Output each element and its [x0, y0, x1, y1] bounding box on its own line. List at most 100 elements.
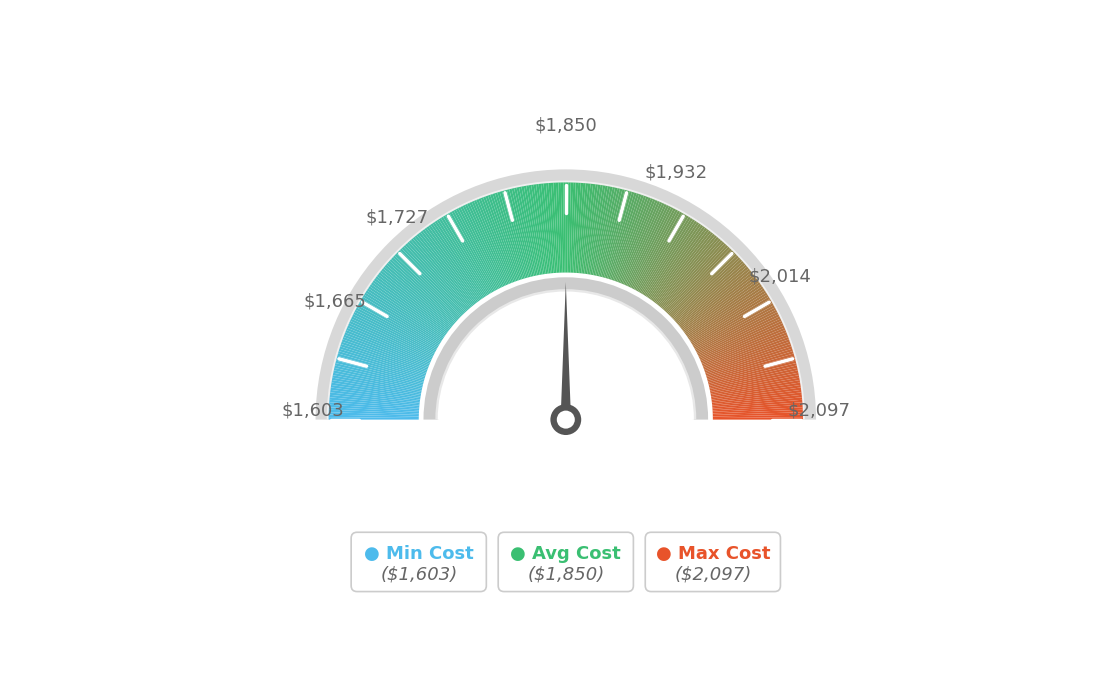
Wedge shape: [433, 222, 485, 298]
Wedge shape: [349, 321, 432, 359]
Wedge shape: [342, 337, 428, 370]
Wedge shape: [567, 182, 571, 273]
Wedge shape: [607, 192, 635, 279]
Wedge shape: [329, 405, 420, 412]
Wedge shape: [411, 239, 471, 308]
Wedge shape: [541, 184, 552, 273]
Wedge shape: [709, 363, 797, 386]
Wedge shape: [697, 312, 778, 354]
FancyBboxPatch shape: [351, 532, 487, 591]
Wedge shape: [601, 189, 625, 277]
Wedge shape: [654, 229, 709, 302]
Wedge shape: [362, 297, 440, 345]
Wedge shape: [393, 255, 459, 319]
Wedge shape: [488, 195, 519, 281]
Wedge shape: [571, 183, 575, 273]
Wedge shape: [359, 301, 438, 348]
Text: ● Min Cost: ● Min Cost: [364, 544, 474, 562]
Wedge shape: [330, 390, 420, 403]
Wedge shape: [686, 282, 761, 335]
Wedge shape: [507, 189, 531, 277]
Wedge shape: [711, 382, 800, 398]
Wedge shape: [712, 400, 803, 409]
Wedge shape: [484, 197, 516, 282]
Wedge shape: [379, 273, 450, 329]
Wedge shape: [376, 274, 449, 331]
Wedge shape: [576, 183, 585, 273]
Wedge shape: [673, 257, 741, 320]
Wedge shape: [346, 330, 429, 366]
Circle shape: [551, 404, 581, 435]
Wedge shape: [633, 208, 676, 289]
Wedge shape: [465, 204, 505, 286]
Wedge shape: [533, 184, 548, 274]
Wedge shape: [586, 185, 601, 274]
Text: $1,665: $1,665: [302, 293, 365, 310]
Wedge shape: [698, 317, 781, 357]
Wedge shape: [486, 195, 518, 282]
Wedge shape: [383, 266, 454, 326]
Wedge shape: [672, 255, 739, 319]
Wedge shape: [546, 183, 555, 273]
Wedge shape: [708, 358, 796, 383]
Wedge shape: [639, 214, 687, 293]
Wedge shape: [367, 288, 444, 339]
Wedge shape: [659, 237, 719, 307]
Wedge shape: [688, 286, 763, 338]
Wedge shape: [329, 402, 420, 411]
Wedge shape: [390, 259, 457, 322]
Wedge shape: [348, 323, 432, 361]
Wedge shape: [333, 371, 422, 391]
Wedge shape: [415, 235, 474, 306]
Text: ($1,603): ($1,603): [380, 566, 457, 584]
Wedge shape: [713, 412, 803, 417]
Wedge shape: [351, 317, 434, 357]
Text: $1,727: $1,727: [365, 208, 428, 227]
Wedge shape: [382, 268, 453, 327]
Wedge shape: [374, 278, 448, 333]
Wedge shape: [666, 245, 729, 313]
Wedge shape: [543, 184, 553, 273]
Wedge shape: [645, 219, 696, 296]
Wedge shape: [332, 373, 422, 392]
Wedge shape: [711, 387, 802, 401]
Wedge shape: [651, 226, 705, 301]
Wedge shape: [660, 239, 721, 308]
Text: ● Avg Cost: ● Avg Cost: [510, 544, 622, 562]
Wedge shape: [614, 195, 646, 282]
Text: $1,603: $1,603: [282, 402, 344, 420]
Wedge shape: [347, 328, 431, 364]
Wedge shape: [476, 199, 511, 284]
Wedge shape: [331, 380, 421, 397]
Wedge shape: [690, 293, 767, 342]
Wedge shape: [523, 186, 541, 275]
Wedge shape: [330, 387, 421, 401]
Wedge shape: [696, 308, 776, 351]
Wedge shape: [403, 245, 466, 313]
Wedge shape: [341, 342, 427, 373]
Wedge shape: [650, 225, 703, 299]
Wedge shape: [549, 183, 556, 273]
Wedge shape: [596, 188, 617, 276]
Wedge shape: [683, 278, 757, 333]
Wedge shape: [438, 218, 488, 295]
Wedge shape: [553, 183, 560, 273]
Wedge shape: [587, 185, 603, 275]
Wedge shape: [671, 254, 737, 318]
Wedge shape: [372, 280, 447, 335]
Wedge shape: [634, 209, 678, 290]
Wedge shape: [452, 210, 497, 290]
Wedge shape: [618, 198, 654, 283]
Text: ($2,097): ($2,097): [675, 566, 752, 584]
Wedge shape: [531, 185, 545, 274]
Wedge shape: [707, 351, 794, 379]
Wedge shape: [580, 184, 591, 273]
Wedge shape: [629, 206, 671, 288]
Wedge shape: [329, 415, 418, 418]
Wedge shape: [712, 390, 802, 403]
Wedge shape: [708, 356, 795, 382]
Wedge shape: [702, 333, 787, 367]
Wedge shape: [565, 182, 569, 273]
Wedge shape: [353, 312, 435, 354]
Wedge shape: [400, 248, 464, 315]
